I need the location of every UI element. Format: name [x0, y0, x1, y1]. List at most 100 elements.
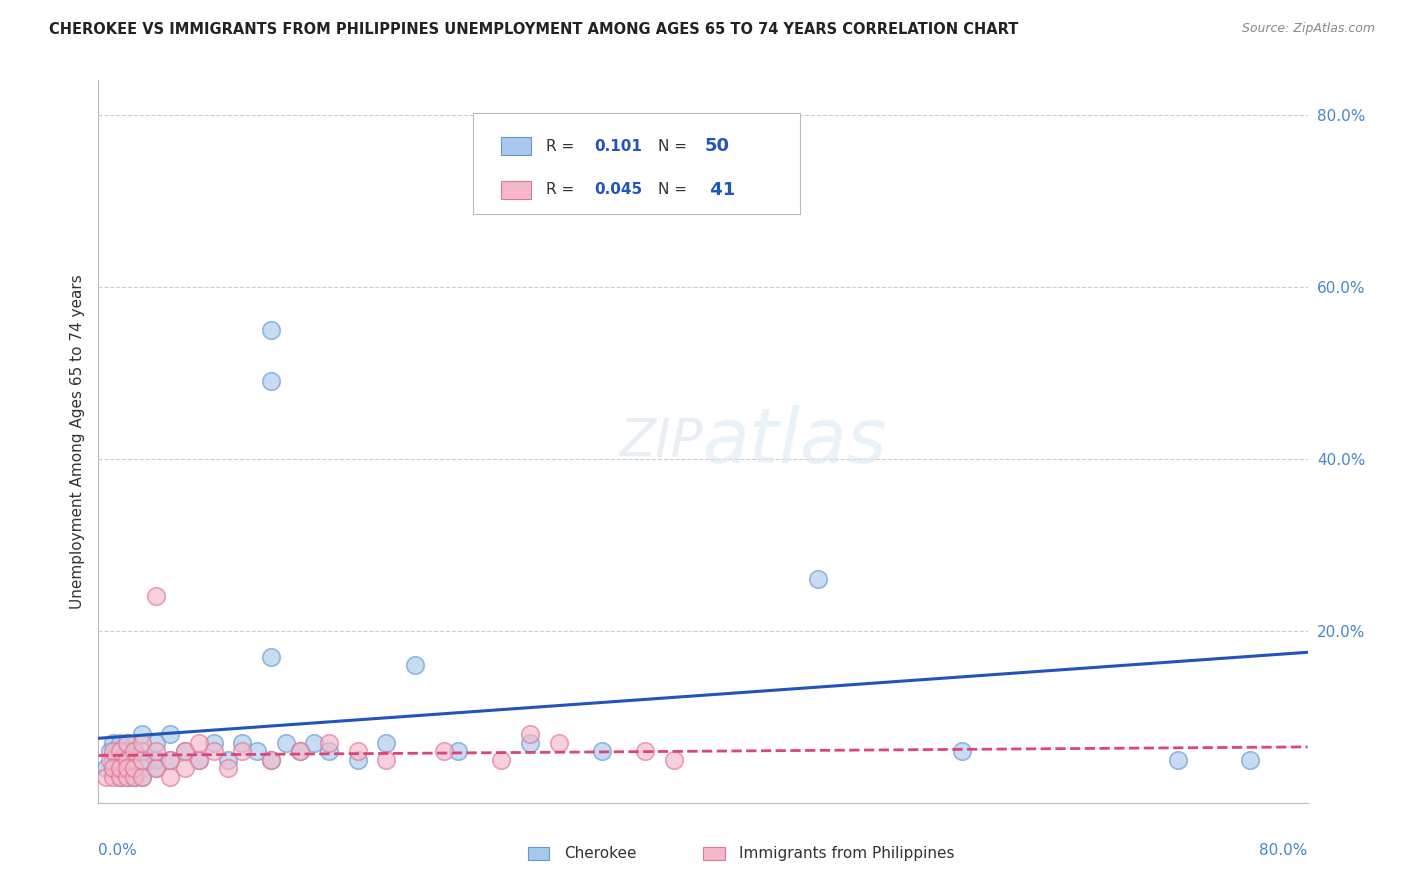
Point	[591, 744, 613, 758]
Point	[98, 753, 121, 767]
Point	[260, 323, 283, 337]
Point	[145, 744, 167, 758]
FancyBboxPatch shape	[527, 847, 550, 860]
Point	[950, 744, 973, 758]
Point	[94, 761, 117, 775]
Point	[231, 744, 253, 758]
Point	[124, 761, 146, 775]
FancyBboxPatch shape	[474, 112, 800, 214]
Point	[108, 753, 131, 767]
Point	[807, 572, 830, 586]
Point	[115, 753, 138, 767]
Point	[115, 744, 138, 758]
FancyBboxPatch shape	[703, 847, 724, 860]
Point	[1167, 753, 1189, 767]
Point	[260, 753, 283, 767]
Point	[664, 753, 686, 767]
Point	[108, 735, 131, 749]
Point	[318, 735, 340, 749]
Point	[131, 761, 153, 775]
Point	[131, 744, 153, 758]
Point	[519, 735, 541, 749]
Point	[124, 770, 146, 784]
Point	[231, 735, 253, 749]
Point	[115, 735, 138, 749]
FancyBboxPatch shape	[501, 181, 531, 199]
Y-axis label: Unemployment Among Ages 65 to 74 years: Unemployment Among Ages 65 to 74 years	[69, 274, 84, 609]
Point	[288, 744, 311, 758]
Point	[108, 770, 131, 784]
Point	[246, 744, 269, 758]
Point	[173, 761, 195, 775]
Point	[548, 735, 571, 749]
Text: 0.101: 0.101	[595, 139, 643, 154]
Point	[108, 761, 131, 775]
Point	[519, 727, 541, 741]
Text: 41: 41	[704, 181, 735, 199]
Text: atlas: atlas	[703, 405, 887, 478]
Point	[274, 735, 297, 749]
Point	[101, 761, 124, 775]
Point	[108, 770, 131, 784]
Text: Source: ZipAtlas.com: Source: ZipAtlas.com	[1241, 22, 1375, 36]
Text: Cherokee: Cherokee	[564, 846, 637, 861]
Point	[145, 761, 167, 775]
Point	[404, 658, 426, 673]
Point	[1239, 753, 1261, 767]
Point	[260, 375, 283, 389]
Point	[124, 744, 146, 758]
Point	[98, 744, 121, 758]
Point	[115, 753, 138, 767]
Point	[131, 735, 153, 749]
Point	[159, 753, 181, 767]
Point	[101, 761, 124, 775]
Text: 0.0%: 0.0%	[98, 843, 138, 857]
Text: R =: R =	[546, 139, 579, 154]
Text: N =: N =	[658, 139, 692, 154]
Point	[188, 735, 211, 749]
Point	[145, 735, 167, 749]
Point	[145, 753, 167, 767]
Text: 50: 50	[704, 137, 730, 155]
Point	[124, 770, 146, 784]
Point	[346, 753, 368, 767]
Point	[173, 744, 195, 758]
Point	[491, 753, 513, 767]
Text: ZIP: ZIP	[620, 416, 703, 467]
Point	[318, 744, 340, 758]
Text: R =: R =	[546, 182, 579, 197]
Point	[159, 727, 181, 741]
Point	[131, 753, 153, 767]
Point	[433, 744, 456, 758]
Point	[108, 744, 131, 758]
Point	[131, 770, 153, 784]
Point	[260, 753, 283, 767]
Point	[94, 770, 117, 784]
Point	[217, 753, 239, 767]
Point	[145, 761, 167, 775]
Point	[124, 744, 146, 758]
Point	[173, 744, 195, 758]
Text: N =: N =	[658, 182, 692, 197]
Text: Immigrants from Philippines: Immigrants from Philippines	[740, 846, 955, 861]
Point	[188, 753, 211, 767]
Point	[124, 761, 146, 775]
Point	[375, 735, 398, 749]
Point	[447, 744, 470, 758]
Point	[145, 590, 167, 604]
Point	[101, 744, 124, 758]
Point	[115, 735, 138, 749]
Point	[159, 770, 181, 784]
FancyBboxPatch shape	[501, 137, 531, 155]
Point	[101, 770, 124, 784]
Point	[159, 753, 181, 767]
Text: 80.0%: 80.0%	[1260, 843, 1308, 857]
Point	[188, 753, 211, 767]
Point	[101, 753, 124, 767]
Point	[115, 770, 138, 784]
Point	[115, 761, 138, 775]
Point	[131, 727, 153, 741]
Point	[115, 761, 138, 775]
Point	[260, 649, 283, 664]
Point	[346, 744, 368, 758]
